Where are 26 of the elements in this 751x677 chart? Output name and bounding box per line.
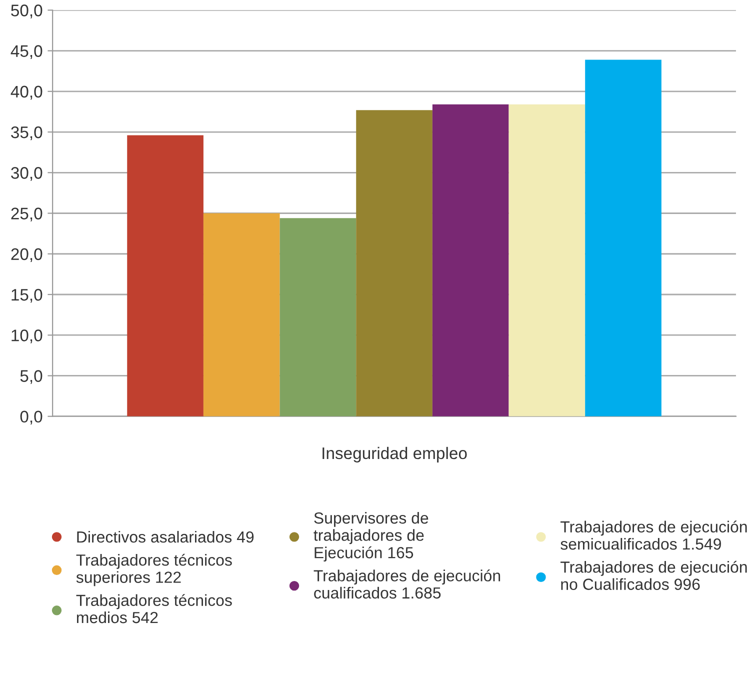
y-tick-label: 30,0: [11, 167, 42, 181]
legend-label: Trabajadores de ejecución semicualificados 1.549: [560, 520, 747, 550]
legend-label: Trabajadores de ejecución no Cualificados 996: [560, 560, 747, 590]
legend-label: Directivos asalariados 49: [77, 530, 254, 543]
y-tick-label: 10,0: [12, 330, 42, 344]
legend-label: Trabajadores técnicos medios 542: [76, 594, 232, 624]
y-tick-label: 35,0: [11, 126, 42, 140]
y-tick-label: 40,0: [10, 86, 42, 100]
legend-label: Trabajadores de ejecución cualificados 1.685: [314, 569, 500, 599]
y-tick-label: 25,0: [11, 208, 42, 222]
x-tick-label: Inseguridad empleo: [322, 446, 467, 462]
bar: [508, 104, 586, 416]
y-tick-label: 0,0: [20, 410, 42, 425]
y-tick-label: 20,0: [11, 248, 42, 262]
y-tick-label: 5,0: [20, 370, 42, 384]
bar: [585, 60, 662, 416]
y-tick-label: 50,0: [11, 4, 42, 18]
bar: [280, 218, 356, 416]
bar: [127, 135, 204, 416]
bar: [432, 104, 509, 416]
bar: [203, 213, 280, 416]
y-tick-label: 45,0: [10, 45, 42, 59]
legend-label: Supervisores de trabajadores de Ejecución 165: [314, 512, 428, 562]
y-tick-label: 15,0: [12, 288, 42, 303]
bar: [356, 110, 432, 416]
legend-label: Trabajadores técnicos superiores 122: [76, 554, 232, 586]
